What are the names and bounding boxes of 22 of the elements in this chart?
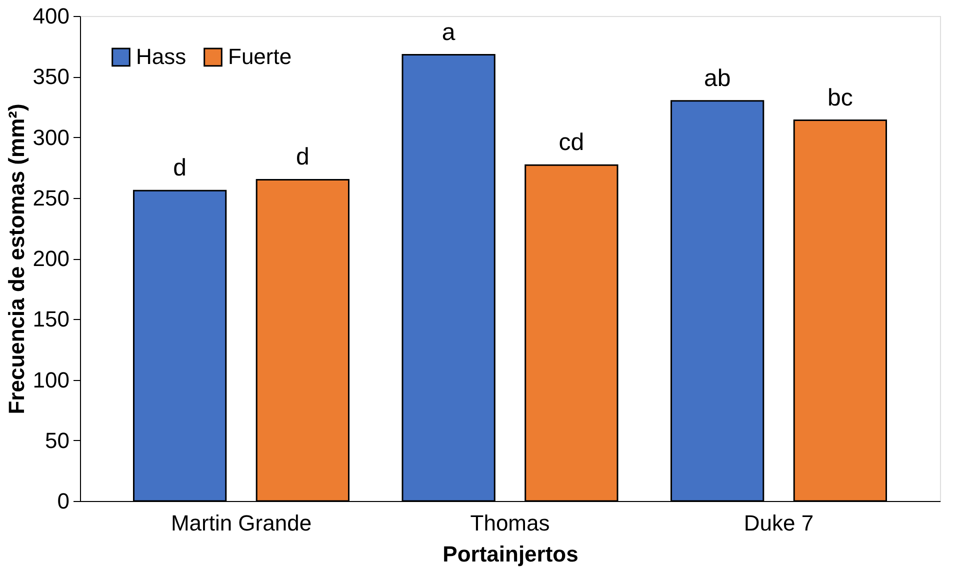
data-label: cd — [558, 129, 584, 156]
y-tick-label: 50 — [45, 428, 70, 453]
data-label: ab — [704, 64, 731, 92]
legend-label: Hass — [136, 44, 186, 70]
y-tick-label: 200 — [32, 246, 70, 271]
y-tick-label: 350 — [32, 64, 70, 90]
data-label: d — [296, 144, 310, 171]
data-label: d — [173, 154, 186, 182]
y-axis-title: Frecuencia de estomas (mm²) — [4, 104, 29, 414]
y-tick-label: 400 — [32, 4, 70, 28]
x-tick-label: Duke 7 — [744, 510, 814, 536]
data-label: bc — [828, 84, 853, 112]
x-axis-title: Portainjertos — [442, 542, 578, 566]
y-tick-label: 250 — [32, 185, 70, 210]
y-tick-label: 300 — [32, 124, 70, 150]
data-label: a — [442, 18, 456, 46]
x-tick-label: Martin Grande — [170, 510, 312, 536]
y-tick-label: 0 — [57, 488, 70, 514]
y-tick-label: 150 — [32, 306, 70, 332]
y-tick-label: 100 — [32, 367, 70, 392]
x-tick-label: Thomas — [470, 510, 550, 536]
legend-label: Fuerte — [228, 44, 292, 70]
